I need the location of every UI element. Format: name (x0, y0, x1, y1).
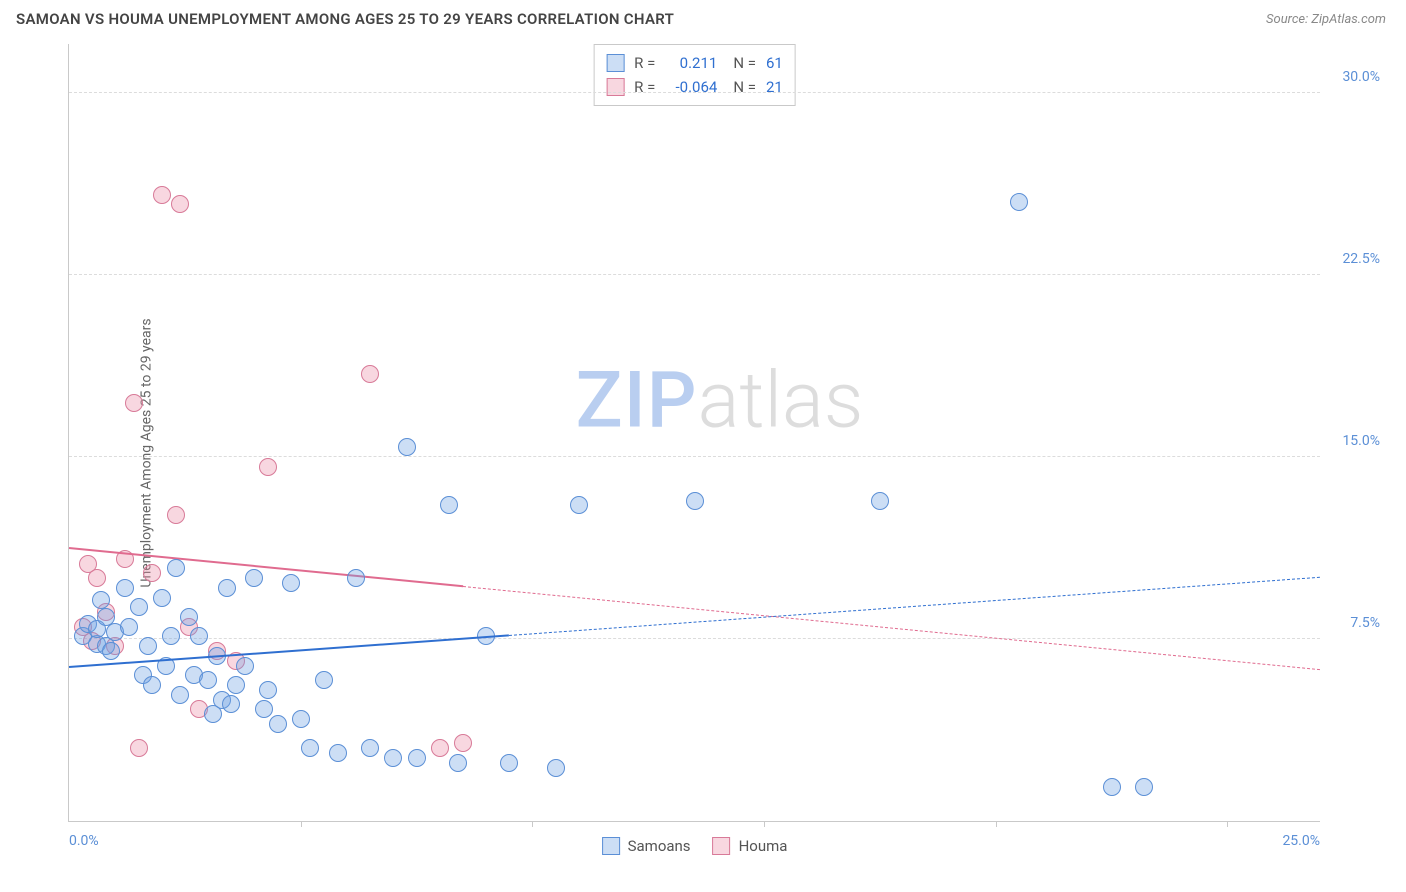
samoans-trendline-extrapolated (509, 577, 1320, 636)
x-tick (764, 821, 765, 827)
samoans-point (871, 492, 889, 510)
samoans-point (245, 569, 263, 587)
legend-swatch (713, 837, 731, 855)
legend-label: Samoans (628, 837, 691, 855)
houma-point (125, 394, 143, 412)
houma-point (361, 365, 379, 383)
samoans-trendline (69, 634, 509, 668)
samoans-point (315, 671, 333, 689)
samoans-point (301, 739, 319, 757)
houma-point (130, 739, 148, 757)
samoans-point (222, 695, 240, 713)
r-value: 0.211 (665, 51, 717, 75)
samoans-point (347, 569, 365, 587)
houma-point (259, 458, 277, 476)
legend-swatch (606, 54, 624, 72)
x-tick (996, 821, 997, 827)
y-tick-label: 22.5% (1328, 251, 1380, 267)
watermark-atlas: atlas (698, 356, 864, 447)
r-label: R = (634, 75, 655, 99)
houma-point (431, 739, 449, 757)
legend-label: Houma (739, 837, 788, 855)
samoans-point (218, 579, 236, 597)
legend-item-samoans: Samoans (602, 837, 691, 855)
x-tick (301, 821, 302, 827)
samoans-point (1010, 193, 1028, 211)
samoans-point (199, 671, 217, 689)
legend-item-houma: Houma (713, 837, 788, 855)
y-tick-label: 7.5% (1328, 615, 1380, 631)
samoans-point (120, 618, 138, 636)
samoans-point (180, 608, 198, 626)
n-label: N = (733, 51, 756, 75)
samoans-point (92, 591, 110, 609)
samoans-point (547, 759, 565, 777)
n-label: N = (733, 75, 756, 99)
x-tick-label-min: 0.0% (69, 833, 99, 849)
gridline (69, 638, 1320, 639)
samoans-point (139, 637, 157, 655)
samoans-point (282, 574, 300, 592)
samoans-point (143, 676, 161, 694)
samoans-point (153, 589, 171, 607)
gridline (69, 92, 1320, 93)
samoans-point (130, 598, 148, 616)
plot-area: ZIPatlas R =0.211N =61R =-0.064N =21 Sam… (68, 44, 1320, 822)
correlation-legend-row: R = -0.064 N = 21 (606, 75, 783, 99)
n-value: 61 (766, 51, 783, 75)
samoans-point (167, 559, 185, 577)
samoans-point (255, 700, 273, 718)
gridline (69, 274, 1320, 275)
houma-point (167, 506, 185, 524)
y-tick-label: 30.0% (1328, 69, 1380, 85)
samoans-point (171, 686, 189, 704)
houma-point (153, 186, 171, 204)
series-legend: Samoans Houma (602, 837, 788, 855)
watermark-zip: ZIP (576, 356, 698, 447)
samoans-point (449, 754, 467, 772)
r-label: R = (634, 51, 655, 75)
legend-swatch (602, 837, 620, 855)
title-bar: SAMOAN VS HOUMA UNEMPLOYMENT AMONG AGES … (0, 0, 1406, 36)
houma-point (171, 195, 189, 213)
samoans-point (190, 627, 208, 645)
houma-point (88, 569, 106, 587)
samoans-point (102, 642, 120, 660)
samoans-point (384, 749, 402, 767)
gridline (69, 456, 1320, 457)
samoans-point (500, 754, 518, 772)
x-tick (532, 821, 533, 827)
samoans-point (162, 627, 180, 645)
samoans-point (361, 739, 379, 757)
samoans-point (227, 676, 245, 694)
samoans-point (269, 715, 287, 733)
r-value: -0.064 (665, 75, 717, 99)
samoans-point (398, 438, 416, 456)
samoans-point (570, 496, 588, 514)
houma-point (143, 564, 161, 582)
samoans-point (408, 749, 426, 767)
samoans-point (1135, 778, 1153, 796)
x-tick-label-max: 25.0% (1282, 833, 1320, 849)
y-tick-label: 15.0% (1328, 433, 1380, 449)
correlation-legend: R = 0.211 N = 61 R = -0.064 N = 21 (593, 44, 796, 106)
source-attribution: Source: ZipAtlas.com (1266, 12, 1386, 27)
chart-container: Unemployment Among Ages 25 to 29 years Z… (16, 44, 1390, 862)
x-tick (1227, 821, 1228, 827)
n-value: 21 (766, 75, 783, 99)
samoans-point (236, 657, 254, 675)
samoans-point (116, 579, 134, 597)
houma-point (454, 734, 472, 752)
watermark: ZIPatlas (576, 356, 864, 447)
legend-swatch (606, 78, 624, 96)
samoans-point (259, 681, 277, 699)
correlation-legend-row: R = 0.211 N = 61 (606, 51, 783, 75)
samoans-point (329, 744, 347, 762)
samoans-point (292, 710, 310, 728)
samoans-point (440, 496, 458, 514)
chart-title: SAMOAN VS HOUMA UNEMPLOYMENT AMONG AGES … (16, 10, 674, 28)
samoans-point (1103, 778, 1121, 796)
samoans-point (686, 492, 704, 510)
